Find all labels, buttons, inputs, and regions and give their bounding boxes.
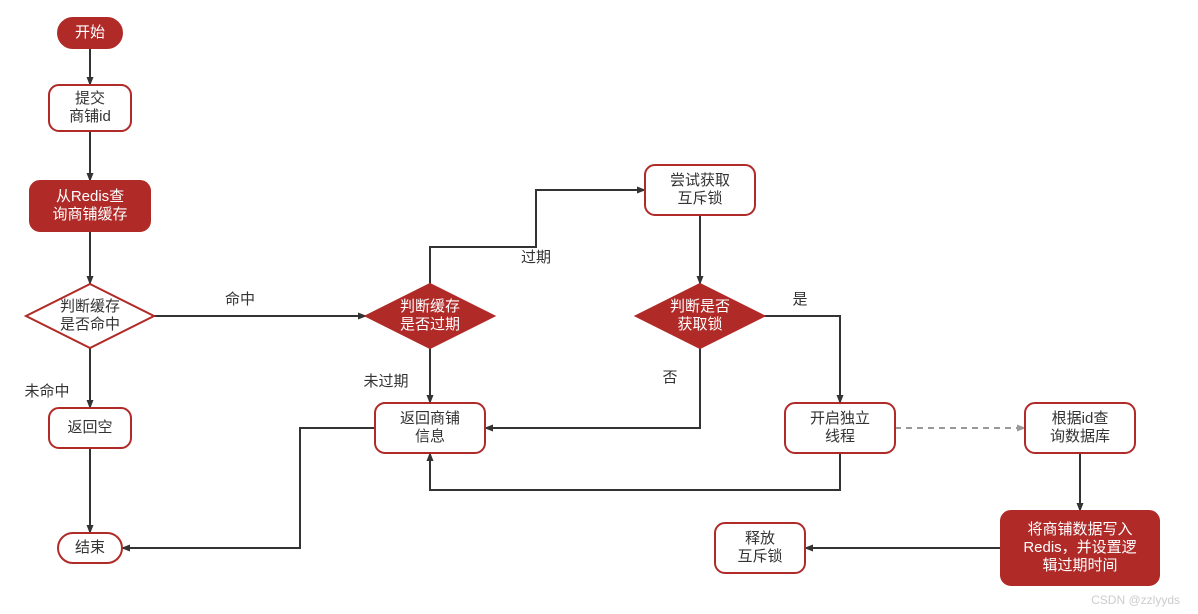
node-label: 辑过期时间 [1042, 557, 1117, 574]
edge-label: 未过期 [363, 373, 408, 390]
edge [485, 348, 700, 428]
node-label: 信息 [415, 428, 445, 445]
node-label: 释放 [745, 530, 775, 547]
node-startThread: 开启独立线程 [785, 403, 895, 453]
node-returnInfo: 返回商铺信息 [375, 403, 485, 453]
edge [430, 453, 840, 490]
node-label: Redis，并设置逻 [1023, 539, 1136, 556]
edge [764, 316, 840, 403]
node-hitDecision: 判断缓存是否命中 [26, 284, 154, 348]
node-label: 提交 [75, 89, 105, 107]
node-label: 获取锁 [677, 316, 722, 333]
node-label: 线程 [825, 428, 855, 445]
node-label: 互斥锁 [677, 190, 722, 207]
edge-label: 否 [662, 369, 677, 386]
node-submit: 提交商铺id [49, 85, 131, 131]
node-label: 判断是否 [670, 298, 730, 315]
node-label: 根据id查 [1052, 410, 1109, 427]
edge [430, 190, 645, 284]
watermark: CSDN @zzlyyds [1091, 593, 1180, 607]
node-expDecision: 判断缓存是否过期 [366, 284, 494, 348]
node-redisQuery: 从Redis查询商铺缓存 [30, 181, 150, 231]
node-label: 互斥锁 [737, 548, 782, 565]
edge-label: 过期 [521, 249, 551, 266]
node-writeRedis: 将商铺数据写入Redis，并设置逻辑过期时间 [1001, 511, 1159, 585]
node-label: 尝试获取 [670, 172, 730, 189]
node-lockDecision: 判断是否获取锁 [636, 284, 764, 348]
node-label: 返回商铺 [400, 410, 460, 427]
node-label: 商铺id [69, 108, 111, 125]
node-label: 判断缓存 [400, 298, 460, 315]
edge-label: 是 [792, 291, 807, 308]
node-label: 开始 [75, 24, 105, 41]
node-label: 询商铺缓存 [52, 206, 127, 223]
node-releaseLock: 释放互斥锁 [715, 523, 805, 573]
node-label: 是否命中 [60, 315, 120, 333]
node-queryDb: 根据id查询数据库 [1025, 403, 1135, 453]
node-tryLock: 尝试获取互斥锁 [645, 165, 755, 215]
node-label: 判断缓存 [60, 298, 120, 315]
node-start: 开始 [58, 18, 122, 48]
node-label: 询数据库 [1050, 428, 1110, 445]
node-label: 将商铺数据写入 [1027, 521, 1132, 538]
node-label: 是否过期 [400, 316, 460, 333]
node-label: 结束 [75, 539, 105, 556]
edge [122, 428, 375, 548]
node-label: 从Redis查 [56, 188, 124, 205]
node-returnEmpty: 返回空 [49, 408, 131, 448]
node-label: 开启独立 [810, 410, 870, 427]
node-end: 结束 [58, 533, 122, 563]
edge-label: 未命中 [24, 382, 69, 400]
edge-label: 命中 [225, 290, 255, 308]
node-label: 返回空 [67, 419, 112, 436]
